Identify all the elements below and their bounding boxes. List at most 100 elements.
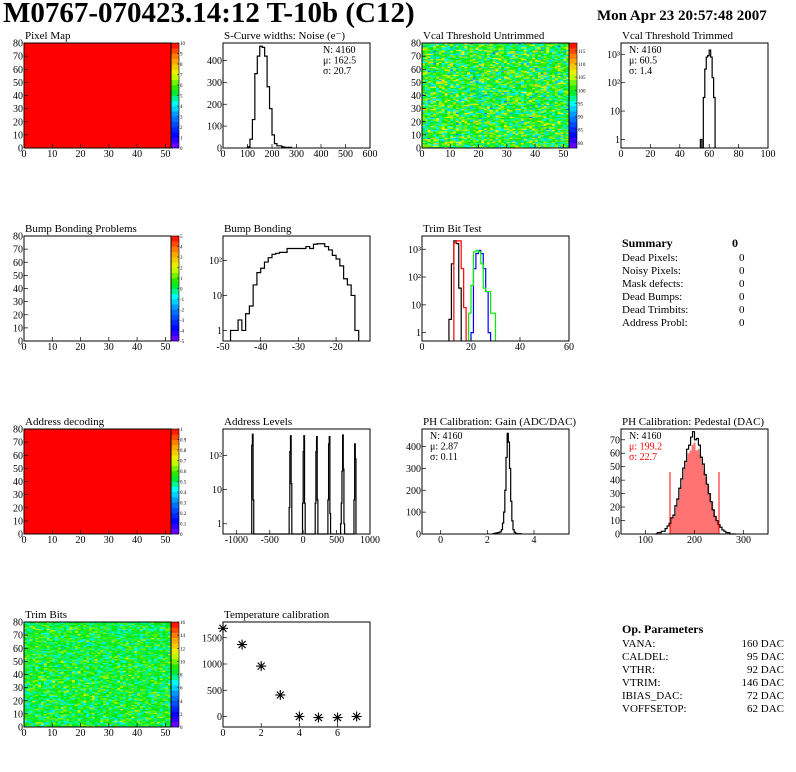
- heatmap-cell: [537, 146, 542, 149]
- histogram-series-0: [492, 432, 522, 535]
- colorbar-band: [171, 267, 179, 274]
- heatmap-cell: [495, 121, 499, 124]
- heatmap-cell: [552, 138, 556, 141]
- heatmap-cell: [433, 66, 437, 69]
- heatmap-cell: [436, 75, 440, 78]
- heatmap-cell: [498, 106, 502, 108]
- heatmap-cell: [529, 137, 533, 140]
- heatmap-cell: [453, 53, 457, 56]
- heatmap-cell: [436, 111, 440, 113]
- heatmap-cell: [475, 98, 479, 100]
- heatmap-cell: [498, 123, 502, 125]
- heatmap-cell: [438, 146, 443, 149]
- heatmap-cell: [24, 704, 28, 707]
- heatmap-cell: [427, 96, 431, 99]
- heatmap-cell: [495, 69, 499, 71]
- heatmap-cell: [532, 86, 536, 88]
- heatmap-cell: [509, 95, 513, 98]
- colorbar-band: [171, 85, 179, 91]
- heatmap-cell: [436, 58, 440, 61]
- heatmap-cell: [554, 86, 558, 88]
- heatmap-cell: [447, 78, 451, 81]
- heatmap-cell: [475, 124, 479, 126]
- heatmap-cell: [424, 77, 428, 79]
- heatmap-cell: [430, 81, 434, 83]
- heatmap-cell: [427, 79, 431, 82]
- heatmap-cell: [422, 119, 426, 121]
- heatmap-cell: [492, 120, 496, 123]
- heatmap-cell: [512, 91, 516, 94]
- heatmap-cell: [503, 121, 508, 124]
- heatmap-cell: [506, 75, 510, 78]
- heatmap-cell: [467, 83, 471, 86]
- heatmap-cell: [523, 116, 527, 119]
- heatmap-cell: [427, 57, 431, 60]
- heatmap-cell: [32, 712, 36, 715]
- heatmap-cell: [481, 100, 485, 103]
- heatmap-cell: [475, 99, 479, 102]
- heatmap-cell: [433, 73, 437, 75]
- colorbar-band: [569, 69, 577, 75]
- heatmap-cell: [422, 113, 426, 116]
- heatmap-cell: [438, 94, 443, 96]
- heatmap-cell: [518, 69, 522, 71]
- heatmap-cell: [515, 137, 519, 140]
- heatmap-cell: [520, 132, 525, 134]
- heatmap-cell: [487, 71, 491, 74]
- heatmap-cell: [546, 78, 550, 81]
- heatmap-cell: [472, 75, 477, 78]
- heatmap-cell: [495, 79, 499, 82]
- colorbar-band: [569, 127, 577, 133]
- heatmap-cell: [438, 103, 443, 105]
- heatmap-cell: [518, 70, 522, 73]
- heatmap-cell: [458, 94, 462, 96]
- heatmap-cell: [475, 103, 479, 105]
- heatmap-cell: [529, 60, 533, 62]
- heatmap-cell: [29, 673, 33, 675]
- heatmap-cell: [512, 106, 516, 108]
- heatmap-cell: [503, 88, 508, 91]
- heatmap-cell: [26, 713, 30, 716]
- y-tick-label: 60: [13, 451, 23, 462]
- heatmap-cell: [487, 86, 491, 88]
- heatmap-cell: [461, 73, 465, 75]
- heatmap-cell: [450, 52, 454, 54]
- heatmap-cell: [464, 53, 468, 56]
- heatmap-cell: [566, 125, 570, 128]
- heatmap-cell: [447, 46, 451, 49]
- heatmap-cell: [563, 103, 567, 105]
- heatmap-cell: [26, 645, 30, 648]
- x-tick-label: 50: [160, 149, 170, 160]
- heatmap-cell: [436, 64, 440, 66]
- heatmap-cell: [506, 106, 510, 108]
- heatmap-cell: [24, 639, 28, 641]
- heatmap-cell: [455, 56, 460, 58]
- heatmap-cell: [537, 77, 542, 79]
- heatmap-cell: [430, 90, 434, 92]
- heatmap-cell: [515, 62, 519, 65]
- heatmap-cell: [515, 111, 519, 113]
- heatmap-cell: [540, 103, 544, 105]
- heatmap-cell: [552, 108, 556, 111]
- colorbar-band: [569, 85, 577, 91]
- heatmap-cell: [540, 71, 544, 74]
- heatmap-cell: [532, 145, 536, 147]
- heatmap-cell: [32, 662, 36, 665]
- heatmap-cell: [566, 137, 570, 140]
- heatmap-cell: [481, 74, 485, 77]
- heatmap-cell: [455, 70, 460, 73]
- heatmap-cell: [32, 699, 36, 702]
- heatmap-cell: [537, 130, 542, 133]
- heatmap-cell: [470, 144, 474, 146]
- heatmap-cell: [509, 142, 513, 145]
- heatmap-cell: [464, 146, 468, 149]
- heatmap-cell: [498, 108, 502, 111]
- heatmap-cell: [529, 129, 533, 132]
- heatmap-cell: [518, 112, 522, 115]
- heatmap-cell: [433, 133, 437, 136]
- heatmap-cell: [455, 123, 460, 125]
- heatmap-cell: [447, 54, 451, 57]
- heatmap-cell: [441, 124, 445, 126]
- y-tick-label: 1: [416, 328, 421, 339]
- heatmap-cell: [438, 121, 443, 124]
